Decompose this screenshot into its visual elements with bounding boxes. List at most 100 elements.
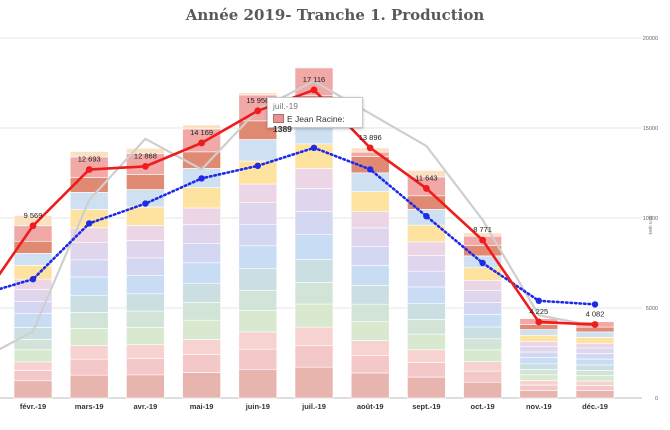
bar-segment — [126, 327, 165, 346]
y-tick-label: 0 — [655, 396, 658, 402]
bar-segment — [407, 349, 446, 363]
chart-title: Année 2019- Tranche 1. Production — [185, 6, 485, 24]
bar-segment — [407, 319, 446, 335]
bar-segment — [238, 245, 278, 270]
bar-segment — [463, 381, 502, 399]
bar-segment — [350, 340, 390, 356]
bar-segment — [69, 312, 109, 329]
bar-segment — [407, 286, 446, 304]
bar-segment — [463, 361, 502, 372]
bar-segment — [350, 265, 390, 286]
bar-segment — [519, 390, 559, 399]
bar-segment — [463, 326, 502, 340]
bar-segment — [294, 345, 334, 368]
bar-segment — [463, 349, 502, 362]
bar-stack — [575, 320, 615, 399]
bar-segment — [238, 348, 278, 370]
bar-segment — [575, 390, 615, 399]
bar-segment — [13, 361, 53, 371]
bar-segment — [126, 358, 165, 376]
bar-segment — [575, 342, 615, 349]
blue-point — [535, 297, 542, 304]
bar-segment — [350, 355, 390, 374]
data-label: 17 116 — [303, 75, 325, 84]
blue-point — [591, 301, 599, 308]
blue-dotted-line — [0, 146, 597, 306]
bar-segment — [350, 303, 390, 322]
bar-stack — [69, 151, 109, 399]
bar-segment — [463, 280, 502, 291]
bar-segment — [126, 240, 165, 259]
red-point — [142, 162, 149, 170]
bar-segment — [182, 187, 221, 209]
bar-segment — [238, 202, 278, 225]
bar-segment — [182, 243, 221, 264]
red-point — [423, 185, 430, 192]
y-tick-label: 20000 — [643, 36, 658, 42]
bar-segment — [126, 344, 165, 359]
bar-segment — [238, 139, 278, 162]
bar-segment — [13, 301, 53, 314]
bar-segment — [294, 259, 334, 283]
bar-segment — [294, 282, 334, 305]
y-tick-label: 10000 — [643, 216, 658, 222]
bar-segment — [407, 255, 446, 272]
bar-stack — [519, 318, 559, 399]
bar-segment — [519, 329, 559, 336]
bar-segment — [126, 206, 165, 226]
tooltip-month: juil.-19 — [273, 101, 299, 111]
bar-segment — [13, 313, 53, 328]
bar-segment — [13, 253, 53, 266]
data-label: 9 569 — [24, 211, 43, 220]
x-tick-label: déc.-19 — [582, 402, 608, 411]
x-tick-label: août-19 — [357, 402, 384, 411]
bar-segment — [182, 207, 221, 225]
blue-point — [29, 276, 37, 283]
bar-segment — [407, 333, 446, 351]
bar-segment — [238, 183, 278, 203]
bar-segment — [519, 341, 559, 347]
blue-point — [86, 220, 93, 227]
bar-segment — [182, 282, 221, 303]
x-tick-label: nov.-19 — [526, 402, 552, 411]
x-tick-label: mars-19 — [75, 402, 104, 411]
bar-segment — [182, 302, 221, 321]
bar-segment — [575, 337, 615, 344]
bar-segment — [69, 242, 109, 261]
bar-segment — [575, 358, 615, 366]
bar-segment — [575, 370, 615, 376]
bar-segment — [407, 362, 446, 378]
tooltip: juil.-19 E Jean Racine: 1389 — [267, 97, 363, 134]
blue-point — [142, 200, 149, 207]
bar-segment — [463, 302, 502, 315]
bar-segment — [463, 290, 502, 303]
bar-segment — [182, 124, 221, 130]
data-label: 4 225 — [529, 307, 548, 316]
bar-segment — [69, 259, 109, 278]
bar-segment — [350, 191, 390, 212]
red-point — [29, 222, 37, 230]
bar-stack — [407, 170, 446, 399]
bar-segment — [294, 188, 334, 212]
bar-segment — [294, 211, 334, 236]
bar-segment — [238, 223, 278, 247]
bar-segment — [69, 374, 109, 399]
bar-segment — [519, 374, 559, 381]
bar-segment — [407, 241, 446, 256]
bar-segment — [350, 172, 390, 192]
bar-segment — [126, 374, 165, 399]
bar-segment — [13, 370, 53, 382]
data-label: 13 896 — [359, 133, 382, 142]
y-tick-label: 15000 — [643, 126, 658, 132]
x-tick-label: févr.-19 — [20, 402, 46, 411]
x-tick-label: avr.-19 — [134, 402, 158, 411]
bar-segment — [350, 246, 390, 266]
bar-segment — [575, 385, 615, 391]
bar-segment — [182, 354, 221, 373]
bar-segment — [182, 372, 221, 399]
red-point — [254, 107, 262, 115]
bar-segment — [69, 276, 109, 296]
x-tick-label: sept.-19 — [412, 402, 440, 411]
tooltip-value: 1389 — [273, 124, 292, 134]
x-tick-label: mai-19 — [190, 402, 214, 411]
